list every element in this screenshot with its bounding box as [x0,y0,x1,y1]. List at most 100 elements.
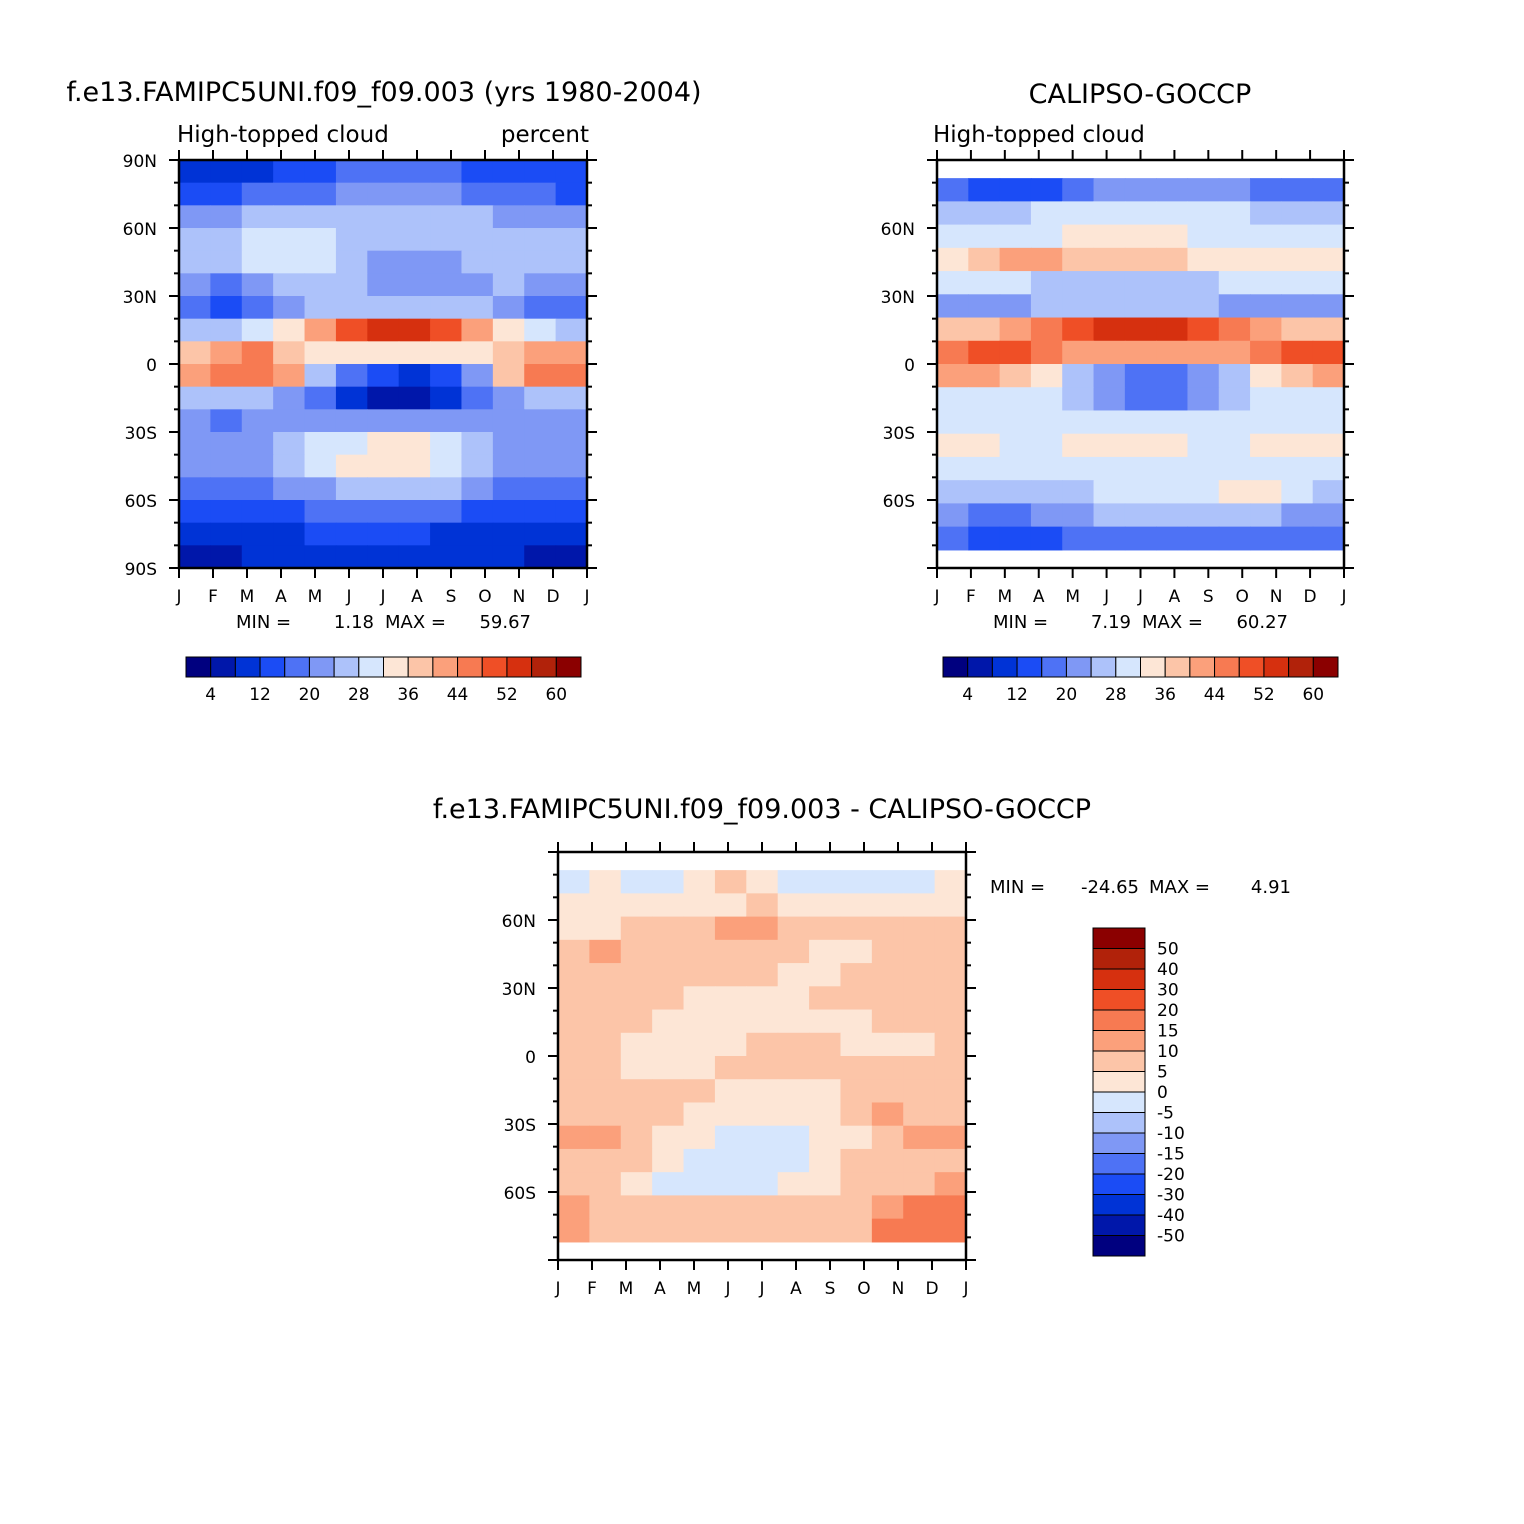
field-cell [1250,201,1282,226]
field-cell [809,1218,842,1243]
field-cell [652,1009,685,1034]
field-cell [809,1172,842,1196]
field-cell [241,160,274,184]
colorbar-label: 20 [1157,1001,1179,1021]
colorbar-box [1092,1153,1146,1175]
field-cell [1062,503,1095,528]
field-cell [558,893,590,918]
field-cell [777,1218,810,1243]
panel-diff-stats: MIN = -24.65 MAX = 4.91 [990,877,1291,898]
field-cell [1062,271,1095,295]
field-cell [241,296,274,320]
field-cell [937,317,969,342]
field-cell [1030,201,1063,226]
field-cell [304,364,337,388]
field-cell [492,409,525,433]
field-cell [1093,178,1126,202]
x-tick-label: A [654,1279,666,1299]
field-cell [871,916,904,941]
field-cell [999,480,1032,504]
field-cell [1156,340,1189,365]
colorbar-box [1092,1214,1146,1236]
field-cell [1093,271,1126,295]
field-cell [210,477,243,501]
field-cell [871,963,904,987]
field-cell [809,1102,842,1127]
field-cell [934,1056,967,1080]
field-cell [430,273,463,297]
field-cell [714,986,747,1011]
field-cell [461,386,494,410]
x-tick-label: J [1340,587,1346,607]
field-cell [1218,271,1251,295]
field-cell [524,477,557,501]
field-cell [777,1125,810,1150]
field-cell [871,1032,904,1057]
field-cell [461,477,494,501]
field-cell [524,160,557,184]
field-cell [430,341,463,365]
field-cell [1030,433,1063,458]
field-cell [652,1195,685,1220]
field-cell [746,1009,779,1034]
field-cell [1124,503,1157,528]
y-tick-label: 60S [883,492,915,512]
field-cell [1093,410,1126,435]
y-tick-label: 60N [502,912,536,932]
field-cell [968,294,1001,319]
field-cell [492,454,525,478]
field-cell [558,1218,590,1243]
panel-obs-left-label: High-topped cloud [933,122,1145,148]
colorbar-label: 4 [962,685,973,705]
field-cell [179,432,211,456]
y-tick-label: 30N [881,288,915,308]
field-cell [555,500,588,524]
field-cell [1312,526,1345,551]
field-cell [746,1195,779,1220]
colorbar-label: 5 [1157,1063,1168,1083]
x-tick-label: A [790,1279,802,1299]
field-cell [1062,387,1095,412]
field-cell [555,160,588,184]
field-cell [210,522,243,546]
panel-model-colorbar: 4 12 20 28 36 44 52 60 [185,656,582,705]
field-cell [1250,340,1282,365]
colorbar-box [383,656,409,678]
field-cell [1312,410,1345,435]
field-cell [367,205,400,229]
field-cell [1218,247,1251,272]
field-cell [1030,340,1063,365]
field-cell [1030,247,1063,272]
field-cell [210,182,243,206]
field-cell [1124,178,1157,202]
field-cell [179,228,211,252]
field-cell [809,1056,842,1080]
field-cell [1062,480,1095,504]
colorbar-box [1092,948,1146,970]
x-tick-label: M [997,587,1012,607]
x-tick-label: J [933,587,939,607]
field-cell [492,364,525,388]
field-cell [210,545,243,569]
field-cell [777,986,810,1011]
field-cell [555,205,588,229]
field-cell [652,1102,685,1127]
field-cell [589,1195,622,1220]
field-cell [589,1056,622,1080]
field-cell [558,1009,590,1034]
x-tick-label: F [966,587,976,607]
field-cell [714,1009,747,1034]
field-cell [1156,387,1189,412]
x-tick-label: S [446,587,457,607]
field-cell [1156,480,1189,504]
field-cell [555,432,588,456]
field-cell [1030,410,1063,435]
panel-diff-min-label: MIN = [990,877,1045,898]
field-cell [210,364,243,388]
field-cell [968,340,1001,365]
field-cell [934,1032,967,1057]
field-cell [335,341,368,365]
field-cell [524,296,557,320]
field-cell [777,1172,810,1196]
